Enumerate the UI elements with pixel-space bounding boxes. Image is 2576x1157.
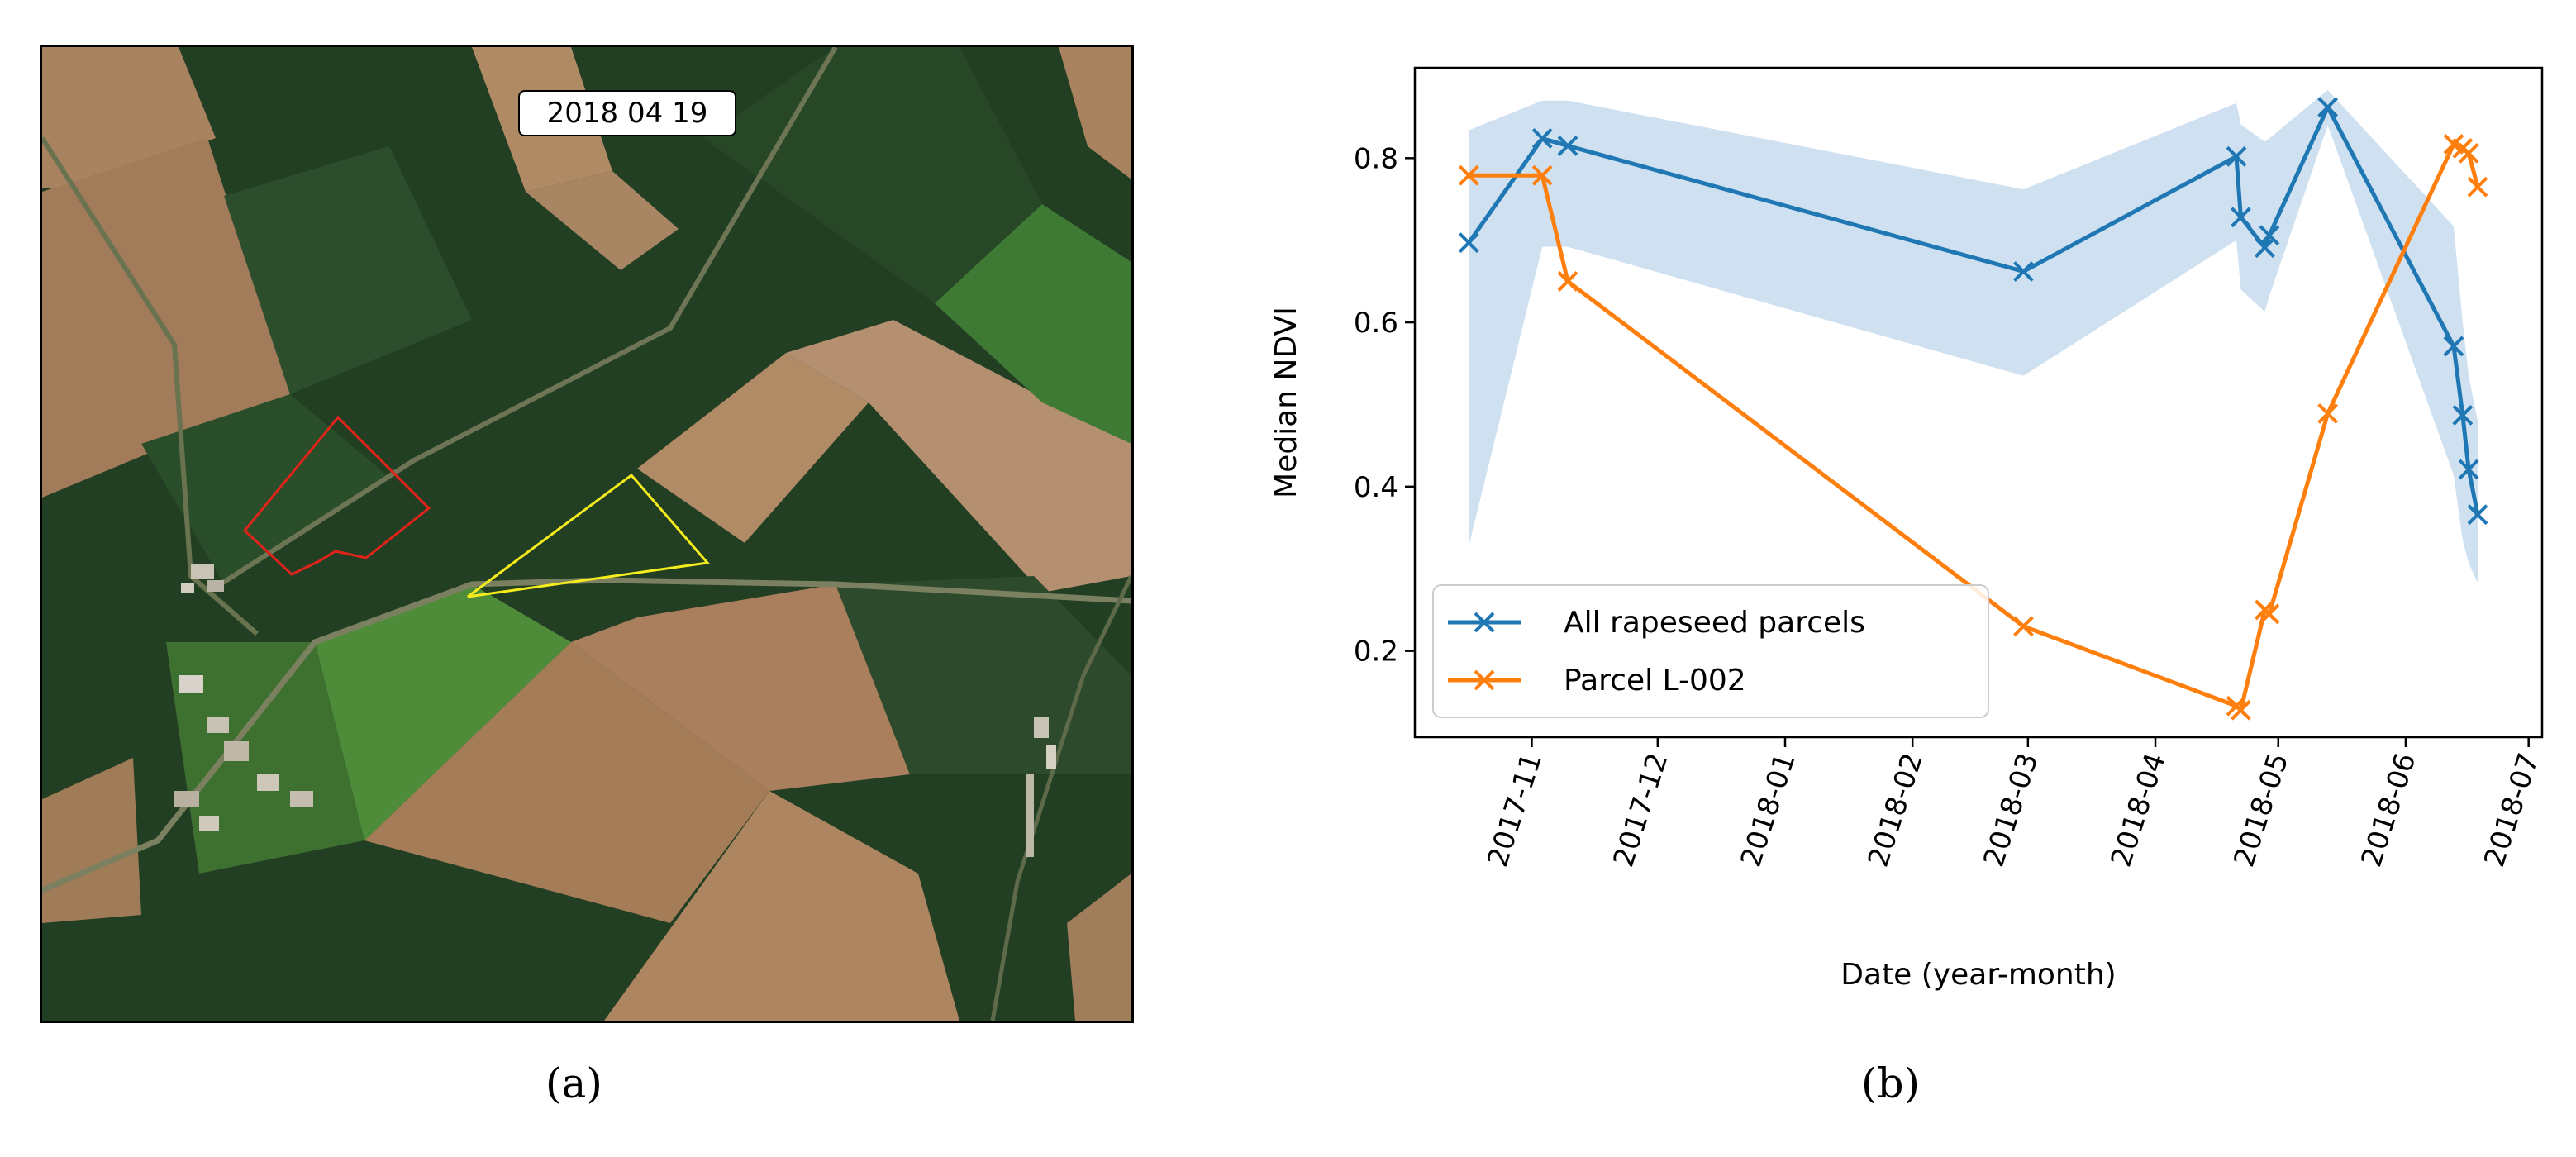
x-tick-label: 2017-12 [1607, 749, 1674, 870]
legend-box [1432, 584, 1989, 718]
x-tick-label: 2018-05 [2227, 749, 2295, 870]
x-tick-label: 2018-04 [2105, 749, 2173, 870]
village [181, 564, 224, 593]
satellite-image-panel: 2018 04 19 [40, 45, 1134, 1023]
series-1-point [1458, 164, 1479, 186]
series-1-point [2467, 176, 2488, 198]
x-tick-label: 2018-03 [1977, 749, 2045, 870]
field-bare-soil [42, 47, 216, 192]
y-axis-label: Median NDVI [1269, 307, 1303, 498]
field-dark-green [141, 394, 389, 584]
series-0-point [1557, 136, 1578, 156]
field-dark-green [703, 47, 1042, 303]
x-axis-label: Date (year-month) [1840, 958, 2116, 992]
series-1-point [2317, 403, 2339, 424]
field-green [935, 204, 1131, 444]
road [42, 577, 1131, 893]
series-0-point [2458, 459, 2479, 480]
series-1-point [2458, 142, 2479, 164]
field-green [315, 584, 571, 840]
field-bare-soil [604, 791, 959, 1021]
field-bare-soil [526, 171, 679, 270]
y-tick-label: 0.6 [1354, 307, 1398, 340]
caption-a: (a) [545, 1059, 602, 1107]
series-1-point [2231, 699, 2251, 721]
field-bare-soil [1067, 874, 1131, 1021]
parcel-outline-yellow [467, 473, 710, 598]
plot-frame [1413, 66, 2544, 739]
field-dark-green [224, 146, 472, 394]
road [206, 47, 838, 595]
y-tick-label: 0.2 [1354, 636, 1398, 669]
series-0-point [2231, 207, 2251, 228]
x-tick-label: 2018-07 [2478, 749, 2545, 870]
legend-label-1: Parcel L-002 [1564, 664, 1746, 698]
x-tick-label: 2018-01 [1735, 749, 1802, 870]
caption-b: (b) [1861, 1059, 1921, 1107]
legend-marker-0 [1474, 612, 1495, 633]
series-0-point [1531, 128, 1553, 149]
legend-label-0: All rapeseed parcels [1564, 606, 1865, 640]
field-bare-soil [1059, 47, 1131, 179]
y-tick-label: 0.4 [1354, 471, 1398, 504]
series-0-point [2259, 225, 2280, 246]
date-label: 2018 04 19 [518, 90, 736, 136]
x-tick-label: 2018-06 [2355, 749, 2423, 870]
legend: All rapeseed parcels Parcel L-002 [1432, 584, 1989, 718]
parcel-outline-red [242, 415, 431, 576]
series-1-point [1557, 270, 1578, 292]
field-bare-soil [786, 320, 1131, 593]
x-tick-label: 2017-11 [1481, 749, 1549, 870]
y-tick-label: 0.8 [1354, 142, 1398, 175]
series-0-point [2443, 336, 2464, 357]
village [1026, 717, 1056, 857]
series-0-point [2012, 261, 2034, 282]
satellite-image [42, 47, 1131, 1021]
road [42, 136, 259, 636]
series-1-point [2259, 603, 2280, 625]
series-0-point [2317, 97, 2339, 118]
field-bare-soil [571, 584, 910, 791]
road [990, 574, 1131, 1021]
series-0-point [2467, 504, 2488, 526]
field-bare-soil [42, 138, 290, 498]
series-1-point [1531, 164, 1553, 186]
series-0-point [2226, 145, 2247, 167]
legend-marker-1 [1474, 669, 1495, 691]
series-0-range-band [1469, 89, 2478, 583]
series-0-point [1458, 232, 1479, 254]
field-bare-soil [364, 642, 769, 923]
x-tick-label: 2018-02 [1862, 749, 1930, 870]
series-0-point [2255, 237, 2275, 259]
series-1-point [2012, 616, 2034, 637]
series-0-point [2452, 404, 2474, 426]
field-dark-green [836, 576, 1131, 774]
village [174, 675, 313, 831]
field-bare-soil [637, 353, 869, 543]
